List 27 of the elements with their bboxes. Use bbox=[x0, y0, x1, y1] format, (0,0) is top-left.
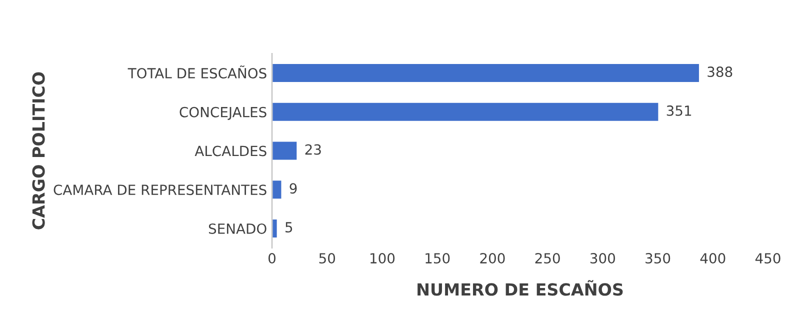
x-axis-title: NUMERO DE ESCAÑOS bbox=[418, 280, 623, 296]
y-tick-label: CONCEJALES bbox=[180, 106, 266, 120]
bar bbox=[272, 179, 283, 200]
data-label: 5 bbox=[286, 222, 292, 232]
x-tick-label: 150 bbox=[426, 253, 450, 264]
x-tick-label: 300 bbox=[590, 253, 615, 264]
x-tick-label: 250 bbox=[535, 253, 560, 264]
bar bbox=[272, 101, 660, 122]
x-tick-label: 350 bbox=[646, 253, 670, 264]
x-tick-label: 450 bbox=[755, 253, 780, 264]
data-label: 388 bbox=[708, 66, 732, 78]
y-tick-label: CAMARA DE REPRESENTANTES bbox=[54, 184, 266, 196]
data-label: 9 bbox=[290, 183, 297, 194]
y-tick-label: SENADO bbox=[208, 223, 266, 234]
y-tick-label: TOTAL DE ESCAÑOS bbox=[128, 66, 266, 79]
bar bbox=[272, 218, 278, 239]
x-tick-label: 100 bbox=[370, 253, 395, 264]
x-tick-label: 400 bbox=[700, 253, 726, 264]
bar bbox=[272, 62, 700, 84]
data-label: 351 bbox=[666, 105, 692, 116]
x-tick-label: 0 bbox=[268, 253, 276, 264]
data-label: 23 bbox=[305, 144, 321, 155]
x-tick-label: 200 bbox=[480, 253, 505, 264]
y-tick-label: ALCALDES bbox=[194, 146, 266, 156]
x-tick-label: 50 bbox=[319, 253, 336, 264]
y-axis-title: CARGO POLITICO bbox=[32, 72, 45, 230]
bar bbox=[272, 140, 298, 162]
